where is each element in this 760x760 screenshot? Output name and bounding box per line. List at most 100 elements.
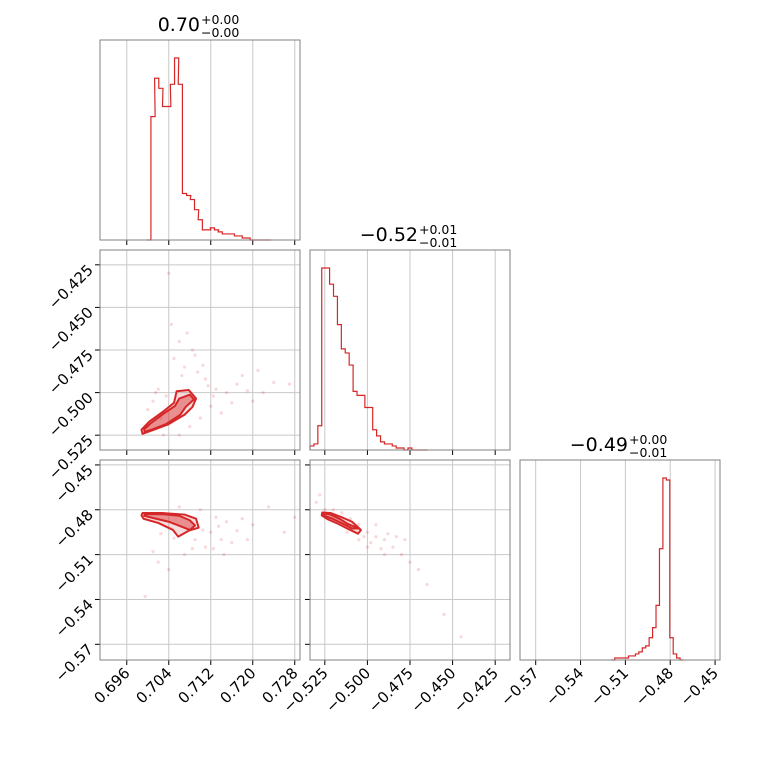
sample-point (369, 541, 373, 545)
x-tick-label: −0.475 (365, 664, 417, 716)
title-param-1-err-plus: +0.00 (201, 12, 239, 27)
panel-frame (519, 459, 721, 661)
sample-point (209, 530, 213, 534)
y-tick-label: −0.425 (45, 261, 97, 313)
sample-point (394, 535, 398, 539)
y-tick-label: −0.475 (45, 346, 97, 398)
sample-point (403, 538, 407, 542)
histogram-panel-param-1 (99, 39, 301, 245)
sample-point (167, 271, 171, 275)
sample-point (180, 373, 184, 378)
sample-point (182, 365, 187, 369)
sample-point (357, 523, 361, 527)
sample-point (146, 408, 150, 412)
sample-point (374, 523, 378, 527)
x-tick-label: 0.712 (174, 664, 217, 707)
title-param-1-err-minus: −0.00 (201, 25, 239, 40)
sample-point (235, 382, 239, 386)
histogram-line (611, 477, 684, 661)
sample-point (159, 532, 163, 536)
histogram-panel-param-3 (519, 459, 721, 665)
x-tick-label: 0.696 (90, 664, 133, 707)
panel-frame (309, 459, 511, 661)
sample-point (206, 384, 210, 388)
sample-point (399, 553, 404, 557)
sample-point (345, 530, 349, 534)
sample-point (211, 394, 215, 398)
x-tick-label: 0.704 (132, 664, 175, 707)
sample-point (203, 377, 208, 381)
sample-point (230, 541, 234, 545)
sample-point (151, 550, 155, 554)
sample-point (214, 387, 218, 391)
title-param-2-err-minus: −0.01 (419, 235, 457, 250)
sample-point (224, 520, 229, 524)
sample-point (374, 535, 378, 539)
x-tick-label: 0.720 (216, 664, 259, 707)
x-tick-label: −0.500 (322, 664, 374, 716)
sample-point (193, 353, 197, 357)
y-tick-labels: −0.525−0.500−0.475−0.450−0.425−0.57−0.54… (45, 261, 97, 686)
scatter-panel-param-2-vs-3 (305, 459, 511, 665)
sample-point (172, 536, 176, 540)
sample-point (193, 538, 197, 542)
x-tick-labels: 0.6960.7040.7120.7200.728−0.525−0.500−0.… (90, 664, 721, 716)
histogram-line (309, 267, 428, 451)
sample-point (177, 339, 181, 344)
sample-point (442, 612, 446, 617)
sample-point (425, 582, 429, 587)
sample-point (386, 532, 390, 536)
sample-point (245, 538, 250, 542)
sample-point (224, 390, 229, 395)
contour-inner (143, 393, 195, 433)
y-tick-label: −0.51 (52, 551, 97, 596)
sample-point (190, 348, 194, 352)
x-tick-label: −0.450 (407, 664, 459, 716)
contour-inner (322, 512, 360, 530)
sample-point (261, 390, 265, 395)
sample-point (287, 382, 292, 386)
sample-point (416, 567, 421, 572)
sample-point (203, 545, 208, 549)
title-param-3-err-plus: +0.00 (629, 432, 667, 447)
sample-point (161, 433, 166, 437)
sample-point (251, 399, 255, 403)
sample-point (209, 404, 213, 408)
sample-point (272, 380, 276, 384)
x-tick-label: −0.51 (587, 664, 632, 709)
panel-frame (309, 249, 511, 451)
sample-point (235, 529, 239, 533)
x-tick-label: −0.57 (497, 664, 542, 709)
sample-point (382, 553, 387, 557)
sample-point (156, 387, 160, 391)
sample-point (382, 538, 387, 542)
sample-point (151, 399, 155, 403)
panel-frame (99, 39, 301, 241)
sample-point (143, 594, 147, 599)
sample-point (251, 523, 255, 527)
y-tick-label: −0.48 (52, 506, 97, 551)
sample-point (245, 389, 250, 393)
sample-point (391, 545, 395, 549)
sample-point (222, 553, 226, 557)
sample-point (256, 368, 260, 373)
sample-point (240, 373, 244, 378)
sample-point (156, 560, 160, 564)
sample-point (169, 322, 173, 327)
sample-point (408, 560, 412, 564)
sample-point (230, 401, 234, 405)
scatter-panel-param-1-vs-2 (95, 249, 301, 455)
sample-point (164, 394, 168, 398)
sample-point (365, 545, 370, 549)
scatter-panel-param-1-vs-3 (95, 459, 301, 665)
sample-point (219, 538, 223, 542)
contour-outer (140, 389, 198, 435)
sample-point (182, 553, 187, 557)
title-param-2: −0.52 (360, 224, 418, 246)
histogram-line (146, 57, 271, 241)
x-tick-label: −0.54 (542, 664, 587, 709)
panel-frame (99, 249, 301, 451)
sample-point (198, 508, 202, 512)
sample-point (198, 416, 202, 420)
sample-point (177, 433, 181, 437)
